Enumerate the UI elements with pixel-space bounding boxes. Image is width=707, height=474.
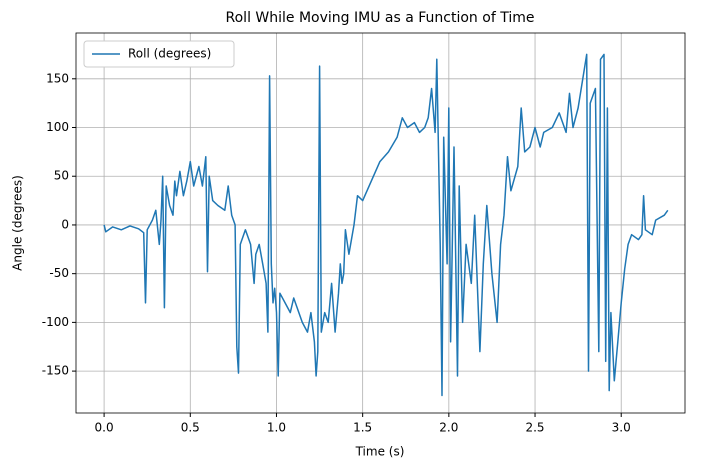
x-tick-label: 1.5 [353,421,372,435]
chart-title: Roll While Moving IMU as a Function of T… [226,10,535,26]
y-axis-label: Angle (degrees) [11,175,25,271]
y-tick-label: -150 [42,364,69,378]
x-tick-label: 3.0 [612,421,631,435]
line-series [103,53,669,397]
plot-frame [75,32,686,414]
x-tick-label: 2.5 [525,421,544,435]
x-tick-label: 1.0 [267,421,286,435]
y-tick-label: 50 [54,169,69,183]
y-tick-label: -50 [49,266,69,280]
legend-box [83,40,235,68]
y-tick-label: -100 [42,315,69,329]
y-tick-label: 0 [61,217,69,231]
x-tick-label: 0.0 [95,421,114,435]
x-tick-label: 0.5 [181,421,200,435]
legend-label: Roll (degrees) [128,47,211,61]
y-tick-label: 150 [46,71,69,85]
y-tick-label: 100 [46,120,69,134]
x-axis-label: Time (s) [355,445,405,459]
x-tick-label: 2.0 [439,421,458,435]
